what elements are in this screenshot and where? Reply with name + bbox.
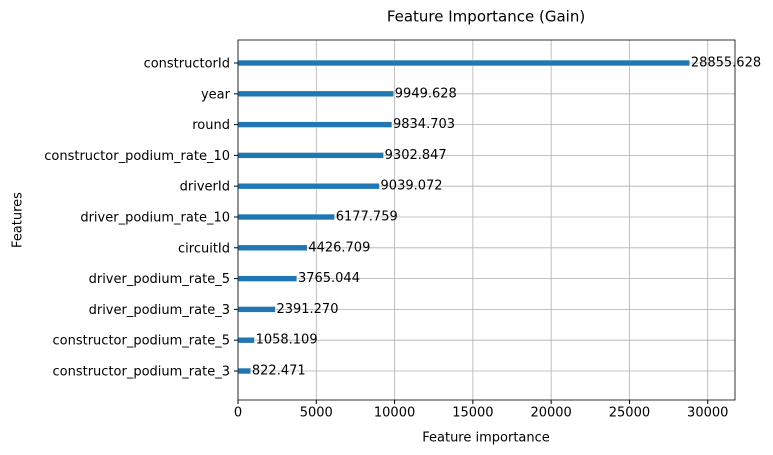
bar bbox=[237, 306, 276, 313]
value-label: 4426.709 bbox=[308, 240, 370, 255]
x-tick-label: 10000 bbox=[374, 406, 415, 421]
value-label: 9039.072 bbox=[381, 179, 443, 194]
bar bbox=[237, 121, 393, 128]
y-axis-label: Features bbox=[11, 192, 26, 248]
x-tick-label: 30000 bbox=[687, 406, 728, 421]
bar bbox=[237, 213, 336, 221]
x-tick-label: 15000 bbox=[452, 406, 493, 421]
y-tick-label: constructor_podium_rate_5 bbox=[53, 334, 231, 349]
y-tick-label: circuitId bbox=[178, 241, 230, 256]
value-label: 28855.628 bbox=[691, 56, 761, 71]
y-tick-label: constructor_podium_rate_3 bbox=[53, 365, 231, 380]
value-label: 9834.703 bbox=[393, 117, 455, 132]
bar bbox=[237, 244, 308, 252]
bar bbox=[237, 336, 255, 344]
value-label: 822.471 bbox=[252, 364, 306, 379]
y-tick-label: round bbox=[192, 118, 230, 133]
bar bbox=[237, 367, 252, 375]
value-label: 3765.044 bbox=[298, 271, 360, 286]
bar bbox=[237, 59, 691, 67]
y-tick-label: constructor_podium_rate_10 bbox=[44, 149, 230, 164]
bar bbox=[237, 275, 298, 282]
y-tick-label: driver_podium_rate_10 bbox=[80, 211, 230, 226]
value-label: 9949.628 bbox=[395, 86, 457, 101]
x-axis-label: Feature importance bbox=[422, 431, 550, 446]
x-tick-label: 25000 bbox=[609, 406, 650, 421]
y-tick-label: driver_podium_rate_5 bbox=[89, 272, 230, 287]
bar bbox=[237, 90, 395, 98]
x-tick-label: 5000 bbox=[300, 406, 333, 421]
plot-frame bbox=[237, 39, 736, 401]
value-label: 9302.847 bbox=[385, 148, 447, 163]
y-tick-label: constructorId bbox=[144, 57, 230, 72]
value-label: 2391.270 bbox=[276, 302, 338, 317]
value-label: 6177.759 bbox=[336, 210, 398, 225]
y-tick-label: year bbox=[201, 87, 231, 102]
x-tick-label: 20000 bbox=[530, 406, 571, 421]
y-tick-label: driverId bbox=[180, 180, 230, 195]
value-label: 1058.109 bbox=[256, 333, 318, 348]
y-tick-label: driver_podium_rate_3 bbox=[89, 303, 230, 318]
chart-title: Feature Importance (Gain) bbox=[387, 8, 585, 26]
bar bbox=[237, 182, 380, 190]
bar bbox=[237, 152, 384, 159]
x-tick-label: 0 bbox=[234, 406, 242, 421]
